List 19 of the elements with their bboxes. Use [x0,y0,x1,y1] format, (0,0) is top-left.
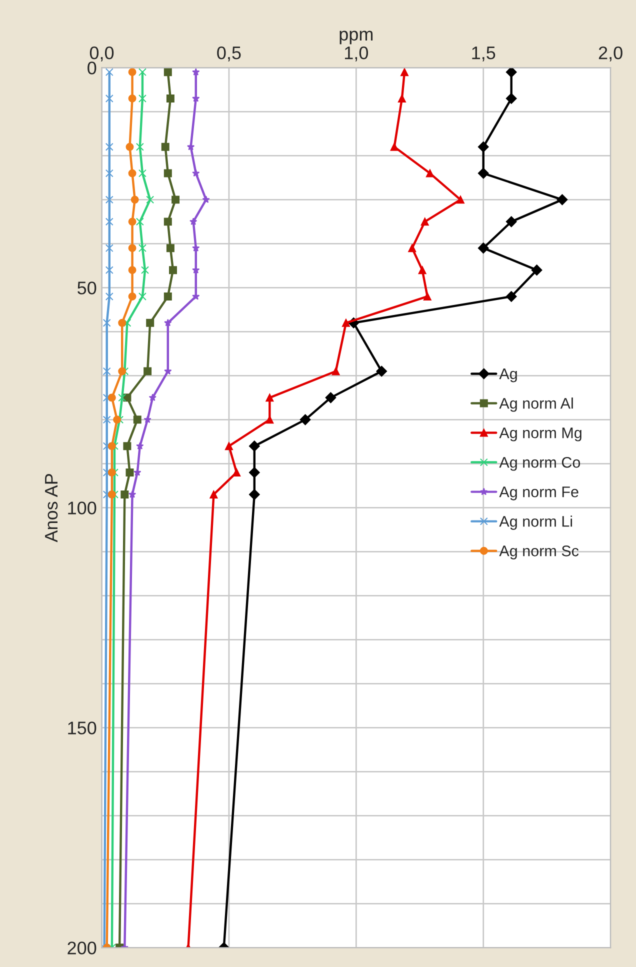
y-tick-label: 150 [68,722,96,734]
x-tick-label: 0,0 [90,46,114,62]
x-tick-label: 1,0 [344,46,368,62]
y-tick-label: 50 [78,282,96,294]
x-tick-label: 0,5 [217,46,241,62]
x-tick-label: 1,5 [472,46,496,62]
x-tick-label: 2,0 [598,46,622,62]
y-tick-label: 100 [68,502,96,514]
y-axis-title: Anos AP [45,474,58,542]
y-tick-label: 0 [88,62,96,74]
y-tick-label: 200 [68,942,96,954]
legend-label: Ag norm Fe [499,486,578,500]
legend-label: Ag norm Mg [499,428,582,442]
legend-label: Ag norm Sc [499,546,579,560]
legend-label: Ag norm Li [499,516,572,530]
legend-label: Ag norm Al [499,398,573,412]
legend-label: Ag norm Co [499,456,580,471]
legend-label: Ag [499,368,517,382]
x-axis-title: ppm [340,30,373,44]
